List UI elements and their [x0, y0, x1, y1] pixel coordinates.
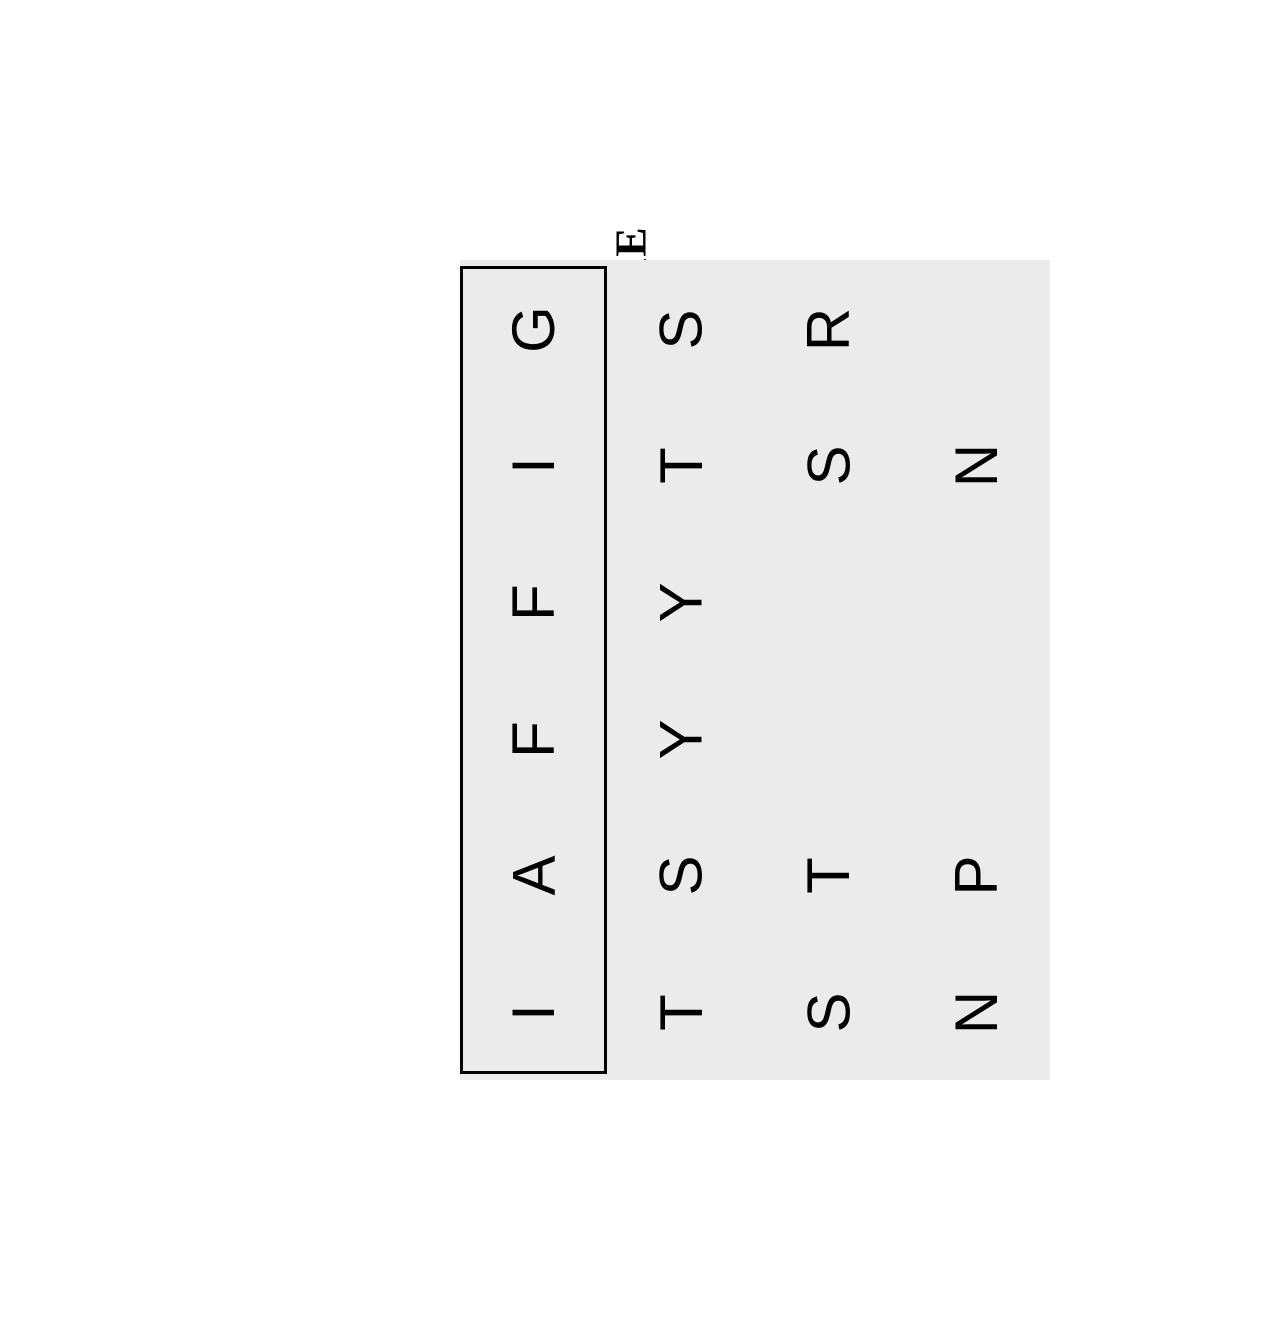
grid-cell: I: [499, 1002, 568, 1021]
grid-cell: T: [647, 992, 716, 1031]
grid-cell: F: [499, 582, 568, 621]
grid-cell: T: [647, 446, 716, 485]
grid-cell: P: [942, 854, 1011, 896]
grid-cell: N: [942, 989, 1011, 1034]
sequence-grid-container: G S R I T S N F Y F Y A S T P I T S N: [460, 260, 1050, 1080]
grid-cell: T: [794, 856, 863, 895]
grid-cell: A: [499, 854, 568, 896]
grid-cell: S: [794, 444, 863, 486]
grid-cell: Y: [647, 581, 716, 623]
grid-cell: I: [499, 456, 568, 475]
grid-cell: S: [647, 854, 716, 896]
grid-cell: Y: [647, 717, 716, 759]
grid-cell: S: [794, 991, 863, 1033]
grid-cell: F: [499, 719, 568, 758]
grid-cell: S: [647, 307, 716, 349]
grid-cell: G: [499, 304, 568, 353]
sequence-grid: G S R I T S N F Y F Y A S T P I T S N: [460, 260, 1050, 1080]
grid-cell: R: [794, 306, 863, 351]
grid-cell: N: [942, 442, 1011, 487]
